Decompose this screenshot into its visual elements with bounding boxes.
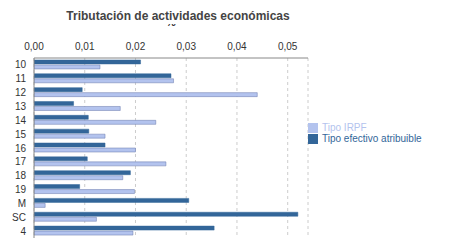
html-text:Tipo efectivo atribuible: Tipo efectivo atribuible [322,133,422,144]
svg-text:0,02: 0,02 [126,41,146,52]
svg-text:16: 16 [15,143,27,154]
svg-text:15: 15 [15,129,27,140]
svg-text:10: 10 [15,59,27,70]
svg-text:13: 13 [15,101,27,112]
svg-text:4: 4 [20,226,26,237]
svg-text:0,01: 0,01 [75,41,95,52]
html-text:Tipo IRPF: Tipo IRPF [322,121,367,133]
svg-text:18: 18 [15,170,27,181]
svg-text:11: 11 [16,73,27,84]
svg-text:M: M [18,198,26,209]
html-text:Tributación de actividades eco: Tributación de actividades económicas [66,9,290,23]
svg-text:SC: SC [12,212,26,223]
svg-text:19: 19 [15,184,27,195]
svg-text:17: 17 [15,156,27,167]
svg-text:0,05: 0,05 [278,41,298,52]
svg-text:0,00: 0,00 [24,41,44,52]
svg-text:12: 12 [15,87,27,98]
svg-text:0,04: 0,04 [227,41,247,52]
svg-text:0,03: 0,03 [176,41,196,52]
svg-text:%: % [166,24,176,28]
svg-text:14: 14 [15,115,27,126]
